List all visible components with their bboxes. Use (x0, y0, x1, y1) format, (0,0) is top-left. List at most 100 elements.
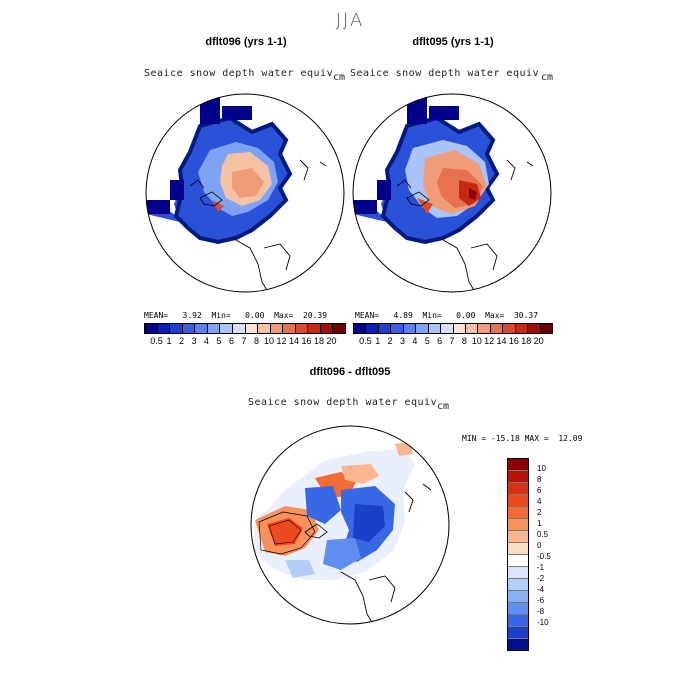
diff-colorbar-label: -2 (537, 574, 545, 583)
panel2-colorbar-tick: 12 (484, 336, 495, 346)
panel1-variable-label: Seaice snow depth water equiv (144, 68, 334, 79)
panel1-min-label: Min= (211, 311, 231, 320)
panel2-colorbar-swatch (416, 324, 429, 333)
panel2-colorbar-swatch (478, 324, 491, 333)
panel1-colorbar (144, 323, 346, 334)
panel2-colorbar-tick: 2 (387, 336, 393, 346)
diff-colorbar-label: -8 (537, 607, 545, 616)
panel2-colorbar-tick: 20 (533, 336, 544, 346)
panel1-map (145, 93, 345, 293)
panel2-colorbar-tick: 7 (449, 336, 455, 346)
diff-units: cm (437, 401, 450, 412)
panel1-colorbar-ticks: 0.5 1 2 3 4 5 6 7 8 10 12 14 16 18 20 (144, 336, 344, 348)
diff-colorbar (507, 458, 529, 651)
diff-colorbar-swatch (508, 495, 528, 507)
panel2-colorbar-tick: 10 (471, 336, 482, 346)
diff-colorbar-swatch (508, 507, 528, 519)
panel2-colorbar-swatch (378, 324, 392, 333)
diff-colorbar-label: 1 (537, 519, 542, 528)
diff-variable-label: Seaice snow depth water equiv (248, 397, 438, 408)
panel1-colorbar-swatch (283, 324, 296, 333)
diff-title: dflt096 - dflt095 (309, 366, 391, 378)
panel2-colorbar-swatch (366, 324, 379, 333)
panel1-max: 20.39 (302, 311, 328, 320)
diff-colorbar-swatch (508, 555, 528, 567)
panel2-colorbar-swatch (465, 324, 479, 333)
panel1-colorbar-tick: 3 (191, 336, 197, 346)
panel2-units: cm (541, 72, 554, 83)
panel1-units: cm (333, 72, 346, 83)
diff-colorbar-swatch (508, 591, 528, 603)
panel1-colorbar-swatch (245, 324, 259, 333)
panel2-min: 0.00 (456, 311, 476, 320)
panel2-mean-label: MEAN= (355, 311, 380, 320)
diff-colorbar-swatch (508, 531, 528, 543)
diff-colorbar-swatch (508, 615, 528, 627)
diff-colorbar-swatch (508, 639, 528, 650)
panel1-colorbar-tick: 0.5 (150, 336, 163, 346)
panel2-min-label: Min= (422, 311, 442, 320)
panel2-colorbar-swatch (490, 324, 504, 333)
panel2-title: dflt095 (yrs 1-1) (412, 36, 494, 48)
panel1-colorbar-swatch (308, 324, 321, 333)
panel2-colorbar-swatch (403, 324, 417, 333)
panel2-colorbar-swatch (354, 324, 367, 333)
panel1-colorbar-tick: 14 (288, 336, 300, 346)
panel2-colorbar-swatch (503, 324, 516, 333)
panel1-colorbar-swatch (220, 324, 233, 333)
panel2-colorbar-tick: 6 (437, 336, 443, 346)
diff-colorbar-swatch (508, 519, 528, 531)
panel1-colorbar-tick: 18 (313, 336, 325, 346)
panel1-colorbar-swatch (270, 324, 284, 333)
panel1-title: dflt096 (yrs 1-1) (205, 36, 287, 48)
panel1-stats: MEAN= 3.92 Min= 0.00 Max= 20.39 (144, 311, 327, 320)
panel2-colorbar-tick: 14 (496, 336, 507, 346)
panel1-colorbar-tick: 4 (203, 336, 210, 346)
diff-colorbar-swatch (508, 627, 528, 639)
panel1-colorbar-swatch (145, 324, 158, 333)
diff-colorbar-label: -10 (537, 618, 549, 627)
panel1-colorbar-tick: 20 (326, 336, 337, 346)
diff-colorbar-swatch (508, 567, 528, 579)
panel2-colorbar-ticks: 0.5 1 2 3 4 5 6 7 8 10 12 14 16 18 20 (353, 336, 551, 348)
panel1-colorbar-swatch (195, 324, 208, 333)
panel1-colorbar-swatch (182, 324, 196, 333)
panel2-colorbar-tick: 1 (375, 336, 381, 346)
diff-colorbar-label: -4 (537, 585, 545, 594)
diff-colorbar-label: 2 (537, 508, 542, 517)
panel1-colorbar-swatch (157, 324, 171, 333)
diff-colorbar-swatch (508, 579, 528, 591)
panel1-colorbar-tick: 1 (166, 336, 172, 346)
panel1-mean-label: MEAN= (144, 311, 169, 320)
panel2-colorbar-tick: 8 (461, 336, 467, 346)
diff-colorbar-label: 8 (537, 475, 542, 484)
diff-colorbar-swatch (508, 603, 528, 615)
panel2-colorbar-tick: 5 (424, 336, 430, 346)
diff-colorbar-label: 6 (537, 486, 542, 495)
panel1-colorbar-tick: 6 (228, 336, 235, 346)
diff-map (250, 425, 450, 625)
panel1-colorbar-swatch (232, 324, 246, 333)
panel2-colorbar-tick: 4 (412, 336, 418, 346)
panel2-colorbar-swatch (515, 324, 529, 333)
panel2-colorbar-swatch (528, 324, 541, 333)
season-title: JJA (335, 10, 365, 31)
diff-colorbar-label: -1 (537, 563, 545, 572)
panel2-colorbar-tick: 0.5 (359, 336, 372, 346)
panel1-colorbar-tick: 8 (253, 336, 260, 346)
panel2-max-label: Max= (485, 311, 505, 320)
panel1-colorbar-tick: 5 (216, 336, 222, 346)
panel2-colorbar (353, 323, 553, 334)
panel2-colorbar-tick: 3 (399, 336, 406, 346)
panel1-mean: 3.92 (182, 311, 202, 320)
panel2-colorbar-swatch (453, 324, 466, 333)
panel2-colorbar-swatch (428, 324, 442, 333)
diff-colorbar-swatch (508, 483, 528, 495)
panel2-variable-label: Seaice snow depth water equiv (350, 68, 540, 79)
panel2-colorbar-swatch (441, 324, 454, 333)
panel2-stats: MEAN= 4.89 Min= 0.00 Max= 30.37 (355, 311, 538, 320)
diff-colorbar-swatch (508, 543, 528, 555)
panel1-colorbar-tick: 12 (276, 336, 287, 346)
diff-colorbar-label: 0.5 (537, 530, 549, 539)
panel1-colorbar-tick: 7 (241, 336, 247, 346)
